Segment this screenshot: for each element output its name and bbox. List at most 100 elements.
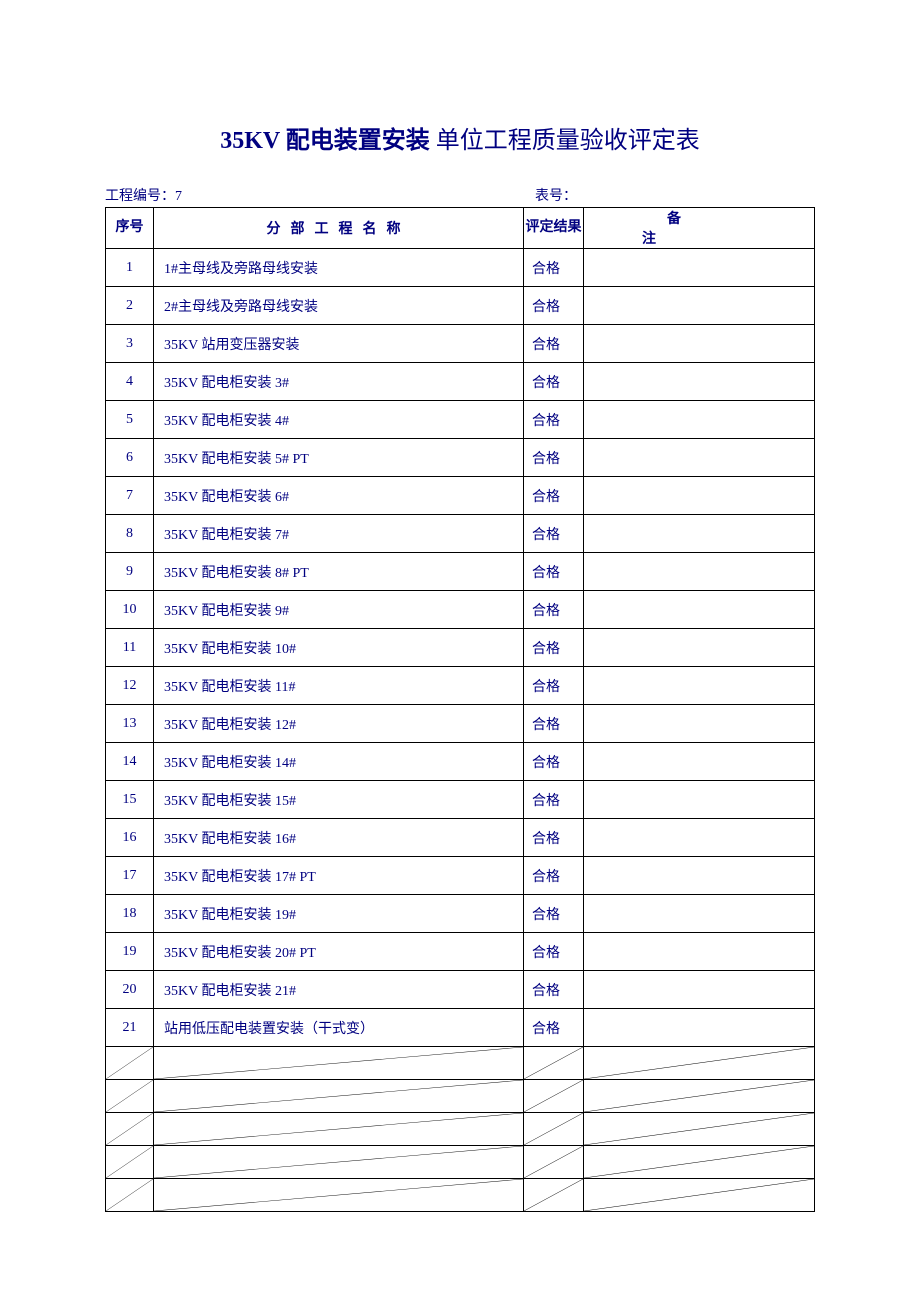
cell-num: 1 — [106, 249, 154, 287]
col-header-remark: 备注 — [584, 208, 815, 249]
cell-remark — [584, 439, 815, 477]
cell-num: 13 — [106, 705, 154, 743]
table-row: 1735KV 配电柜安装 17# PT合格 — [106, 857, 815, 895]
cell-name: 35KV 配电柜安装 21# — [154, 971, 524, 1009]
cell-result: 合格 — [524, 553, 584, 591]
cell-name: 35KV 配电柜安装 6# — [154, 477, 524, 515]
empty-slash-cell — [584, 1146, 815, 1179]
table-row-empty — [106, 1179, 815, 1212]
cell-num: 20 — [106, 971, 154, 1009]
table-row: 11#主母线及旁路母线安装合格 — [106, 249, 815, 287]
empty-slash-cell — [524, 1179, 584, 1212]
table-row: 1935KV 配电柜安装 20# PT合格 — [106, 933, 815, 971]
cell-num: 17 — [106, 857, 154, 895]
empty-slash-cell — [106, 1080, 154, 1113]
cell-remark — [584, 933, 815, 971]
table-row: 1535KV 配电柜安装 15#合格 — [106, 781, 815, 819]
cell-name: 35KV 配电柜安装 12# — [154, 705, 524, 743]
cell-result: 合格 — [524, 363, 584, 401]
table-row: 835KV 配电柜安装 7#合格 — [106, 515, 815, 553]
col-header-name: 分部工程名称 — [154, 208, 524, 249]
cell-name: 站用低压配电装置安装（干式变） — [154, 1009, 524, 1047]
table-row: 22#主母线及旁路母线安装合格 — [106, 287, 815, 325]
cell-num: 7 — [106, 477, 154, 515]
cell-num: 4 — [106, 363, 154, 401]
table-row-empty — [106, 1047, 815, 1080]
col-header-num: 序号 — [106, 208, 154, 249]
cell-remark — [584, 743, 815, 781]
table-row: 635KV 配电柜安装 5# PT合格 — [106, 439, 815, 477]
table-row-empty — [106, 1146, 815, 1179]
cell-remark — [584, 515, 815, 553]
cell-name: 35KV 配电柜安装 3# — [154, 363, 524, 401]
cell-remark — [584, 553, 815, 591]
table-row: 1235KV 配电柜安装 11#合格 — [106, 667, 815, 705]
cell-num: 15 — [106, 781, 154, 819]
table-row-empty — [106, 1113, 815, 1146]
cell-result: 合格 — [524, 857, 584, 895]
table-code-label: 表号： — [535, 189, 577, 204]
cell-remark — [584, 249, 815, 287]
cell-num: 6 — [106, 439, 154, 477]
cell-result: 合格 — [524, 629, 584, 667]
cell-remark — [584, 401, 815, 439]
cell-name: 35KV 配电柜安装 11# — [154, 667, 524, 705]
empty-slash-cell — [524, 1047, 584, 1080]
table-row: 1635KV 配电柜安装 16#合格 — [106, 819, 815, 857]
empty-slash-cell — [584, 1080, 815, 1113]
table-row: 1835KV 配电柜安装 19#合格 — [106, 895, 815, 933]
cell-num: 8 — [106, 515, 154, 553]
title-part2: 单位工程质量验收评定表 — [430, 128, 700, 154]
cell-remark — [584, 591, 815, 629]
cell-remark — [584, 667, 815, 705]
cell-remark — [584, 819, 815, 857]
cell-name: 35KV 站用变压器安装 — [154, 325, 524, 363]
project-code-label: 工程编号： — [105, 189, 175, 204]
cell-num: 11 — [106, 629, 154, 667]
table-header-row: 序号 分部工程名称 评定结果 备注 — [106, 208, 815, 249]
cell-name: 35KV 配电柜安装 10# — [154, 629, 524, 667]
page-title: 35KV 配电装置安装 单位工程质量验收评定表 — [105, 120, 815, 155]
empty-slash-cell — [106, 1146, 154, 1179]
cell-result: 合格 — [524, 895, 584, 933]
cell-name: 1#主母线及旁路母线安装 — [154, 249, 524, 287]
cell-remark — [584, 781, 815, 819]
col-header-result: 评定结果 — [524, 208, 584, 249]
cell-num: 12 — [106, 667, 154, 705]
cell-remark — [584, 287, 815, 325]
table-row-empty — [106, 1080, 815, 1113]
cell-num: 5 — [106, 401, 154, 439]
table-row: 735KV 配电柜安装 6#合格 — [106, 477, 815, 515]
cell-name: 35KV 配电柜安装 20# PT — [154, 933, 524, 971]
cell-name: 35KV 配电柜安装 7# — [154, 515, 524, 553]
cell-num: 14 — [106, 743, 154, 781]
empty-slash-cell — [106, 1047, 154, 1080]
cell-result: 合格 — [524, 515, 584, 553]
cell-num: 9 — [106, 553, 154, 591]
table-row: 435KV 配电柜安装 3#合格 — [106, 363, 815, 401]
cell-name: 35KV 配电柜安装 17# PT — [154, 857, 524, 895]
cell-result: 合格 — [524, 781, 584, 819]
table-row: 2035KV 配电柜安装 21#合格 — [106, 971, 815, 1009]
cell-result: 合格 — [524, 933, 584, 971]
cell-result: 合格 — [524, 705, 584, 743]
cell-name: 2#主母线及旁路母线安装 — [154, 287, 524, 325]
empty-slash-cell — [584, 1113, 815, 1146]
cell-name: 35KV 配电柜安装 16# — [154, 819, 524, 857]
empty-slash-cell — [584, 1179, 815, 1212]
cell-remark — [584, 1009, 815, 1047]
cell-num: 18 — [106, 895, 154, 933]
cell-result: 合格 — [524, 249, 584, 287]
cell-result: 合格 — [524, 325, 584, 363]
cell-name: 35KV 配电柜安装 8# PT — [154, 553, 524, 591]
cell-name: 35KV 配电柜安装 5# PT — [154, 439, 524, 477]
cell-remark — [584, 629, 815, 667]
cell-remark — [584, 971, 815, 1009]
cell-num: 19 — [106, 933, 154, 971]
cell-num: 16 — [106, 819, 154, 857]
table-row: 335KV 站用变压器安装合格 — [106, 325, 815, 363]
cell-remark — [584, 363, 815, 401]
cell-result: 合格 — [524, 971, 584, 1009]
empty-slash-cell — [154, 1113, 524, 1146]
empty-slash-cell — [106, 1113, 154, 1146]
